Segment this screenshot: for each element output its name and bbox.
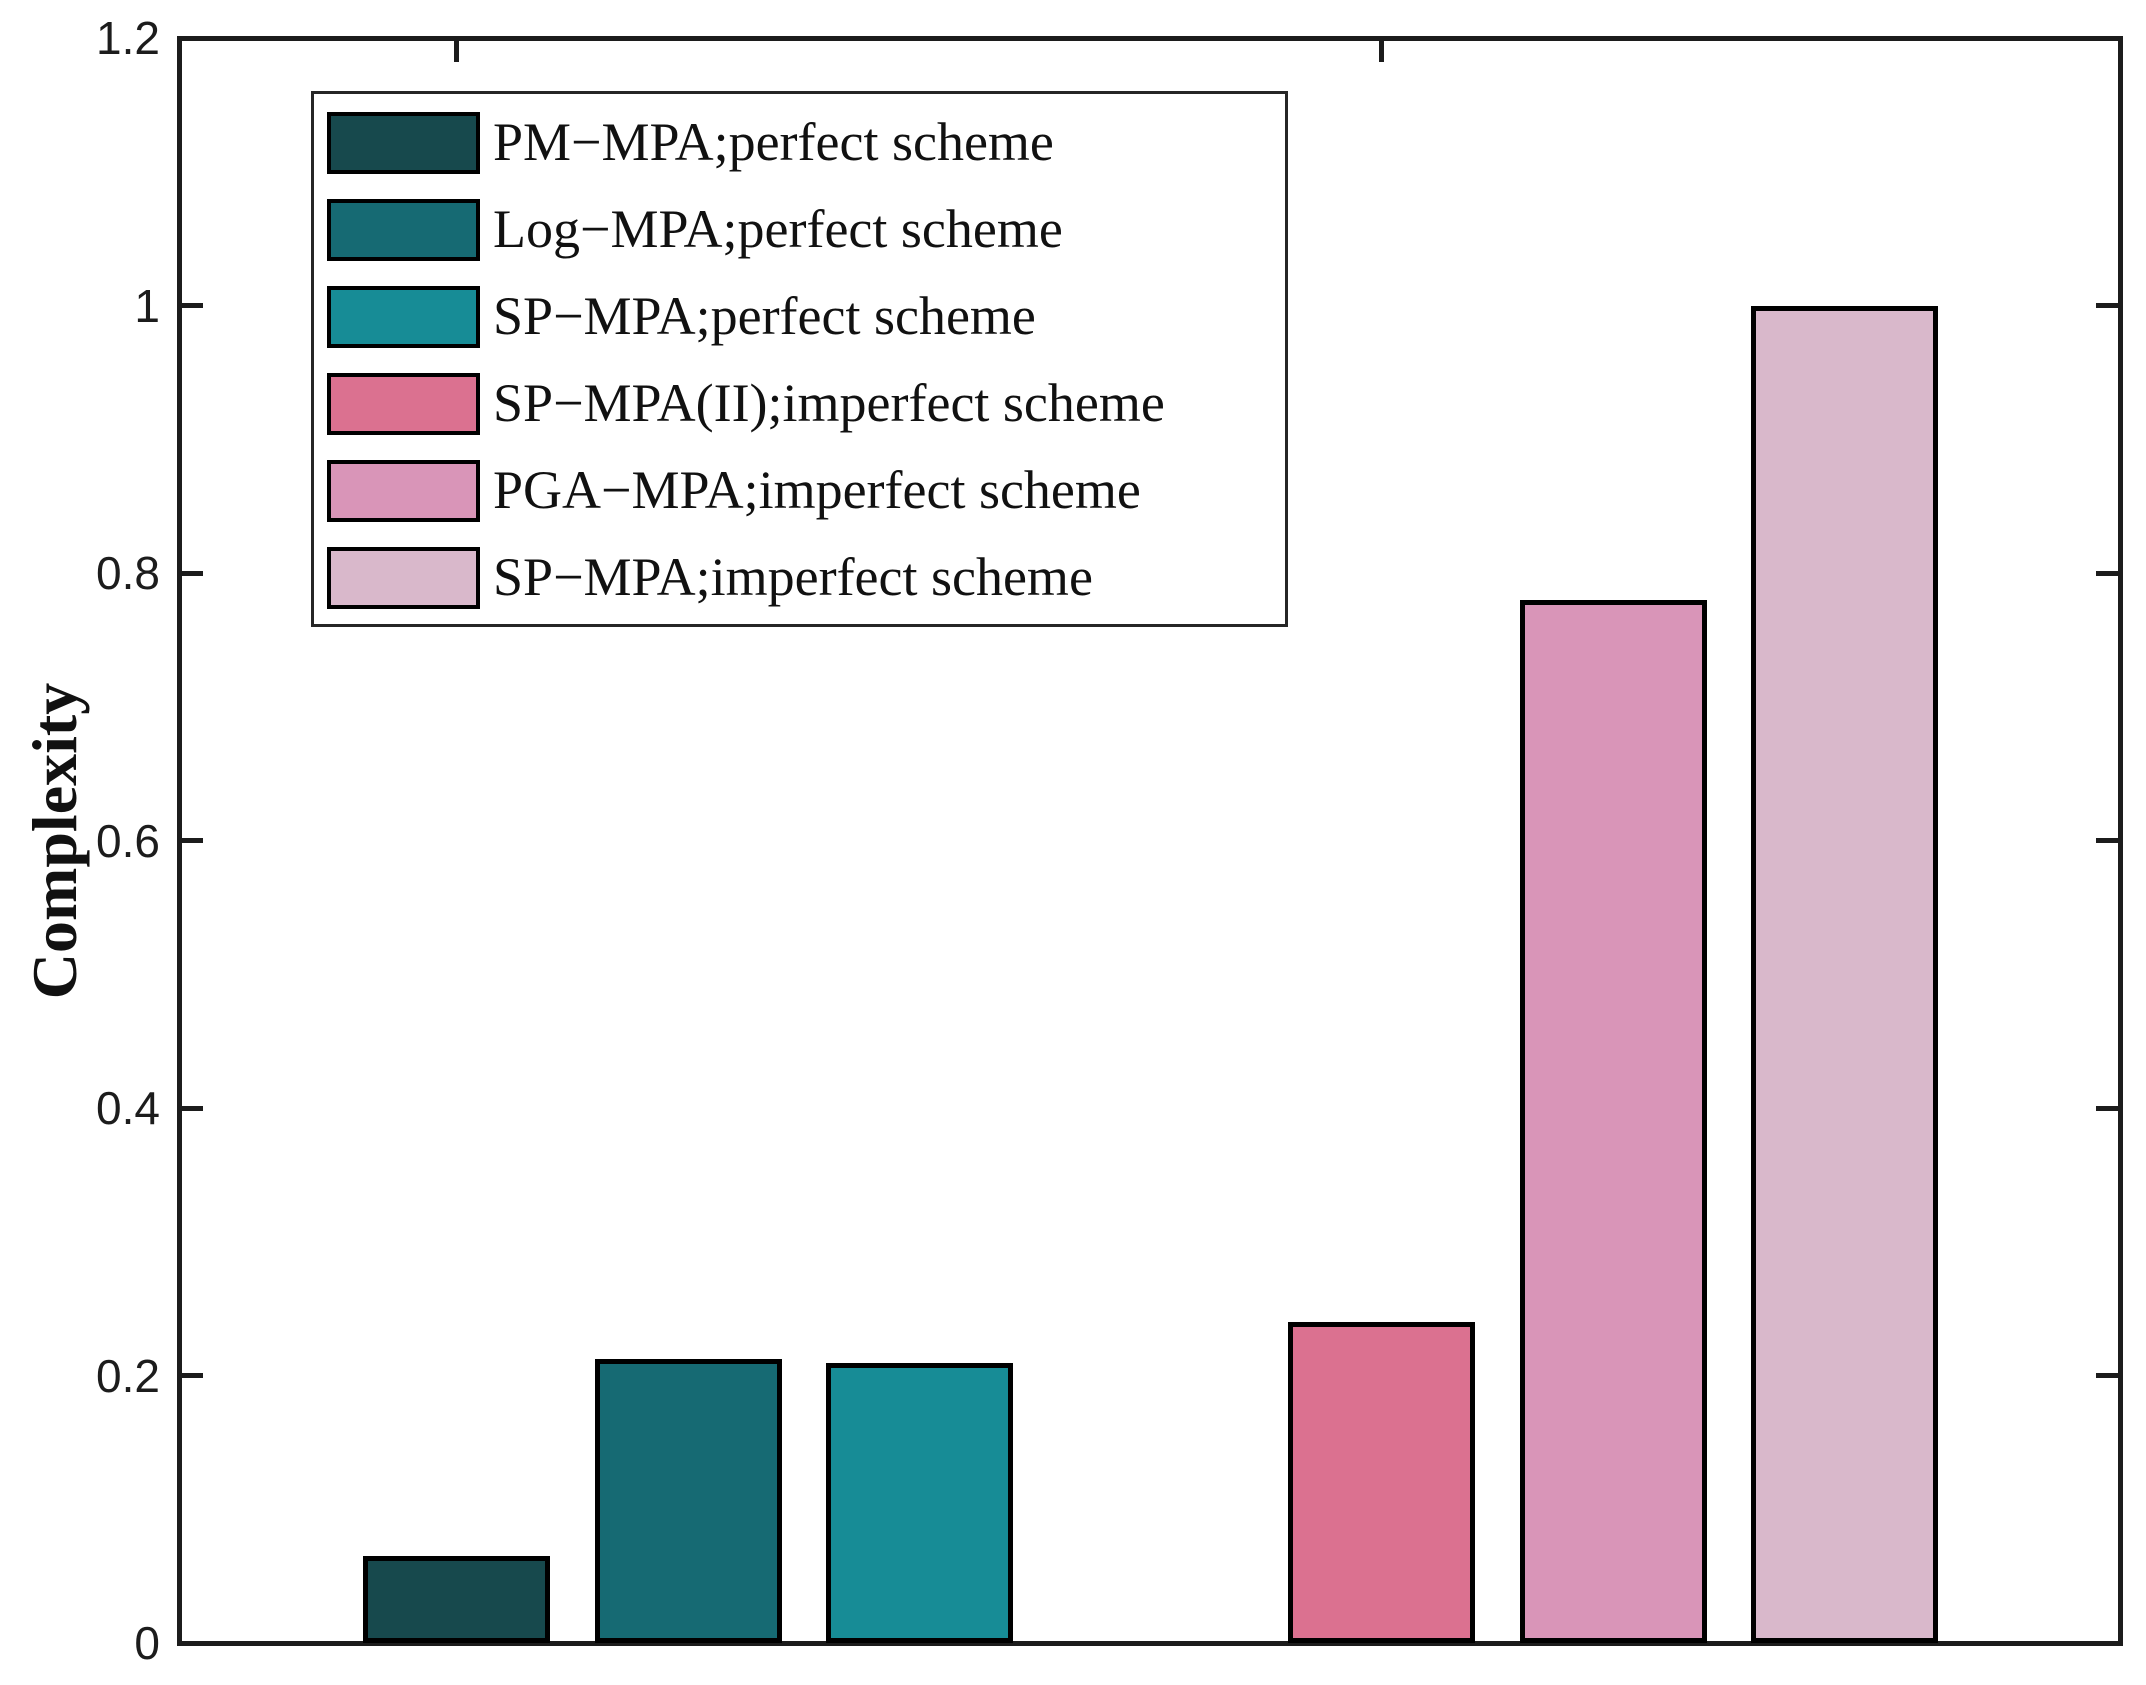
legend-label: SP−MPA;imperfect scheme bbox=[493, 546, 1093, 607]
y-tick-left bbox=[179, 1105, 203, 1111]
y-tick-left bbox=[179, 1373, 203, 1378]
y-tick-label: 0.2 bbox=[96, 1349, 160, 1402]
bar-sp-mpa-imperfect-scheme bbox=[1751, 305, 1938, 1643]
legend-item-pm-mpa-perfect-scheme: PM−MPA;perfect scheme bbox=[327, 112, 1277, 174]
y-tick-right bbox=[2096, 838, 2120, 843]
legend-item-sp-mpa-ii-imperfect-scheme: SP−MPA(II);imperfect scheme bbox=[327, 373, 1277, 435]
bar-log-mpa-perfect-scheme bbox=[594, 1359, 782, 1643]
bar-pga-mpa-imperfect-scheme bbox=[1519, 599, 1707, 1643]
legend-swatch bbox=[327, 373, 480, 435]
x-tick-top bbox=[454, 38, 459, 62]
legend-swatch bbox=[327, 547, 480, 609]
legend-label: SP−MPA;perfect scheme bbox=[493, 285, 1036, 346]
y-tick-label: 1 bbox=[134, 279, 160, 332]
legend-swatch bbox=[327, 286, 480, 348]
y-tick-label: 0.6 bbox=[96, 814, 160, 867]
legend-label: PGA−MPA;imperfect scheme bbox=[493, 459, 1141, 520]
legend-box: PM−MPA;perfect scheme Log−MPA;perfect sch… bbox=[311, 91, 1288, 627]
y-tick-right bbox=[2096, 1373, 2120, 1378]
y-tick-left bbox=[179, 303, 203, 308]
legend-swatch bbox=[327, 112, 480, 174]
y-tick-left bbox=[179, 838, 203, 843]
y-tick-label: 1.2 bbox=[96, 12, 160, 64]
bar-pm-mpa-perfect-scheme bbox=[363, 1556, 550, 1643]
bar-sp-mpa-ii-imperfect-scheme bbox=[1288, 1322, 1475, 1643]
legend-label: PM−MPA;perfect scheme bbox=[493, 111, 1054, 172]
legend-item-sp-mpa-imperfect-scheme: SP−MPA;imperfect scheme bbox=[327, 547, 1277, 609]
y-tick-left bbox=[179, 570, 203, 576]
y-tick-right bbox=[2096, 570, 2120, 576]
y-tick-right bbox=[2096, 303, 2120, 308]
y-tick-label: 0.4 bbox=[96, 1082, 160, 1134]
bar-sp-mpa-perfect-scheme bbox=[826, 1363, 1013, 1643]
legend-item-log-mpa-perfect-scheme: Log−MPA;perfect scheme bbox=[327, 199, 1277, 261]
legend-item-pga-mpa-imperfect-scheme: PGA−MPA;imperfect scheme bbox=[327, 460, 1277, 522]
legend-label: SP−MPA(II);imperfect scheme bbox=[493, 372, 1165, 433]
y-tick-label: 0.8 bbox=[96, 547, 160, 599]
legend-swatch bbox=[327, 460, 480, 522]
legend-label: Log−MPA;perfect scheme bbox=[493, 198, 1063, 259]
x-tick-top bbox=[1379, 38, 1384, 62]
y-tick-label: 0 bbox=[134, 1617, 160, 1669]
legend-item-sp-mpa-perfect-scheme: SP−MPA;perfect scheme bbox=[327, 286, 1277, 348]
legend-swatch bbox=[327, 199, 480, 261]
y-tick-right bbox=[2096, 1105, 2120, 1111]
